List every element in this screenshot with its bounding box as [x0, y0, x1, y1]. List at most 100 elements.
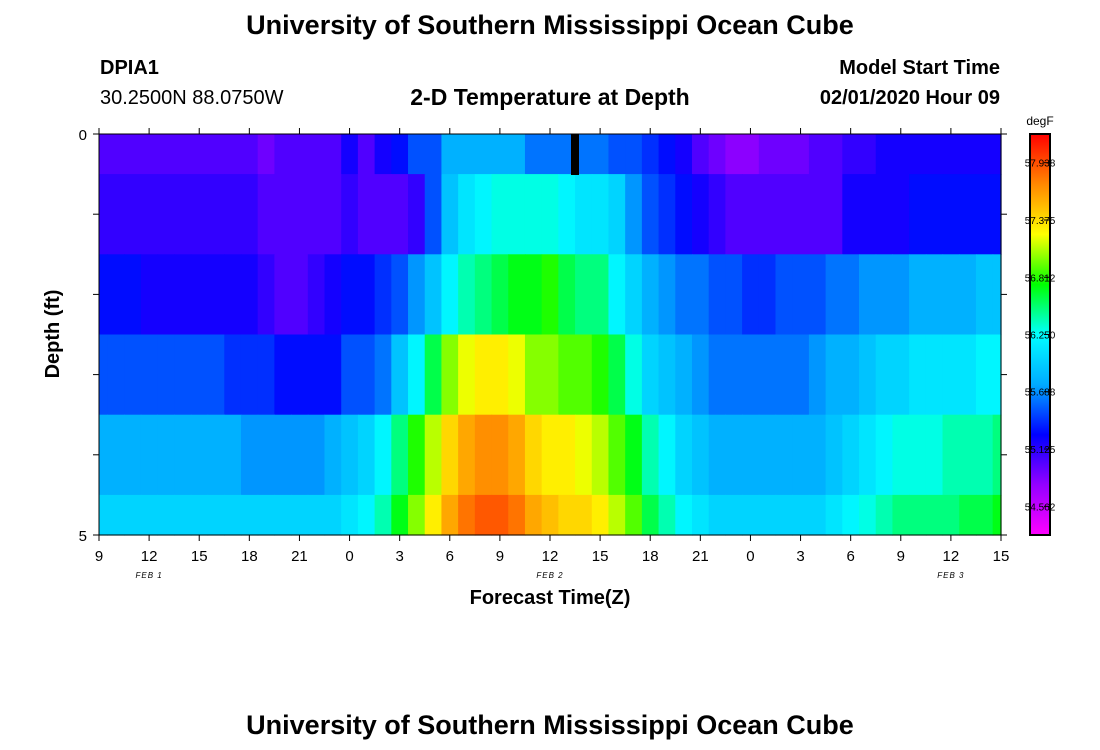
heatmap-cell: [725, 414, 743, 496]
heatmap-cell: [992, 494, 1002, 536]
x-tick-label: 18: [642, 548, 659, 565]
heatmap-cell: [424, 174, 443, 255]
heatmap-cell: [491, 174, 509, 255]
heatmap-cell: [140, 334, 159, 416]
station-coords: 30.2500N 88.0750W: [100, 87, 284, 109]
heatmap-cell: [541, 254, 559, 336]
heatmap-cell: [524, 174, 543, 255]
heatmap-cell: [758, 494, 777, 536]
heatmap-cell: [859, 254, 877, 336]
heatmap-cell: [675, 254, 693, 336]
heatmap-cell: [875, 134, 894, 175]
x-tick-label: 9: [496, 548, 504, 565]
heatmap-cell: [140, 134, 159, 175]
heatmap-cell: [508, 174, 526, 255]
heatmap-cell: [257, 414, 275, 496]
heatmap-cell: [608, 134, 626, 175]
heatmap-cell: [240, 134, 259, 175]
heatmap-cell: [424, 134, 443, 175]
heatmap-cell: [274, 414, 292, 496]
heatmap-cell: [742, 254, 760, 336]
heatmap-cell: [825, 334, 843, 416]
colorbar-fill: [1030, 134, 1050, 535]
heatmap-cell: [107, 494, 125, 536]
x-tick-label: 18: [241, 548, 258, 565]
heatmap-cell: [758, 134, 777, 175]
heatmap-cell: [190, 334, 209, 416]
heatmap-cell: [408, 494, 426, 536]
heatmap-cell: [524, 414, 543, 496]
heatmap-cell: [357, 174, 376, 255]
heatmap-cell: [925, 134, 944, 175]
heatmap-cell: [942, 134, 960, 175]
heatmap-cell: [124, 334, 142, 416]
heatmap-cell: [357, 494, 376, 536]
page-title: University of Southern Mississippi Ocean…: [246, 10, 854, 40]
heatmap-cell: [658, 174, 676, 255]
x-tick-label: 9: [897, 548, 905, 565]
heatmap-cell: [107, 334, 125, 416]
heatmap-cell: [792, 334, 810, 416]
heatmap-cell: [658, 254, 676, 336]
heatmap-cell: [691, 414, 710, 496]
heatmap-cell: [859, 174, 877, 255]
heatmap-cell: [675, 174, 693, 255]
heatmap-cell: [107, 254, 125, 336]
heatmap-cell: [240, 494, 259, 536]
heatmap-cell: [157, 334, 175, 416]
heatmap-cell: [708, 254, 726, 336]
heatmap-cell: [508, 334, 526, 416]
y-axis-label: Depth (ft): [42, 290, 64, 379]
heatmap-cell: [257, 254, 275, 336]
heatmap-cell: [491, 334, 509, 416]
heatmap-cell: [925, 334, 944, 416]
heatmap-cell: [324, 334, 342, 416]
heatmap-cell: [725, 334, 743, 416]
heatmap-cell: [524, 494, 543, 536]
heatmap-cell: [558, 334, 576, 416]
heatmap-cell: [541, 414, 559, 496]
heatmap-cell: [441, 134, 459, 175]
heatmap-cell: [758, 334, 777, 416]
heatmap-cell: [207, 334, 225, 416]
heatmap-cell: [408, 254, 426, 336]
heatmap-cell: [875, 334, 894, 416]
heatmap-cell: [274, 494, 292, 536]
heatmap-cell: [474, 134, 493, 175]
heatmap-cell: [925, 174, 944, 255]
heatmap-cell: [725, 494, 743, 536]
heatmap-cell: [675, 134, 693, 175]
heatmap-cell: [942, 414, 960, 496]
heatmap-cell: [140, 494, 159, 536]
heatmap-cell: [625, 494, 643, 536]
heatmap-cell: [107, 414, 125, 496]
heatmap-cell: [959, 254, 977, 336]
x-axis: 9 12 15 18 21 0 3 6 9 12 15 18 21 0 3 6 9 12 15 FEB 1 FEB 2 F…: [95, 128, 1009, 580]
heatmap-cell: [942, 334, 960, 416]
heatmap-cell: [975, 334, 994, 416]
heatmap-cell: [892, 414, 910, 496]
heatmap-cell: [658, 494, 676, 536]
heatmap-cell: [508, 134, 526, 175]
heatmap-cell: [207, 254, 225, 336]
heatmap-cell: [99, 134, 108, 175]
heatmap-cell: [725, 254, 743, 336]
heatmap-cell: [508, 494, 526, 536]
heatmap-cell: [575, 174, 593, 255]
heatmap-cell: [591, 174, 610, 255]
heatmap-cell: [224, 414, 242, 496]
heatmap-cell: [99, 254, 108, 336]
heatmap-cell: [190, 414, 209, 496]
x-tick-label: 9: [95, 548, 103, 565]
heatmap-cell: [892, 334, 910, 416]
heatmap-cell: [825, 414, 843, 496]
heatmap-cell: [124, 134, 142, 175]
heatmap-cell: [842, 174, 860, 255]
heatmap-cell: [792, 494, 810, 536]
heatmap-cell: [758, 254, 777, 336]
heatmap-cell: [775, 174, 793, 255]
heatmap-cell: [575, 494, 593, 536]
heatmap-cell: [641, 334, 660, 416]
heatmap-cell: [691, 174, 710, 255]
heatmap-cell: [240, 174, 259, 255]
